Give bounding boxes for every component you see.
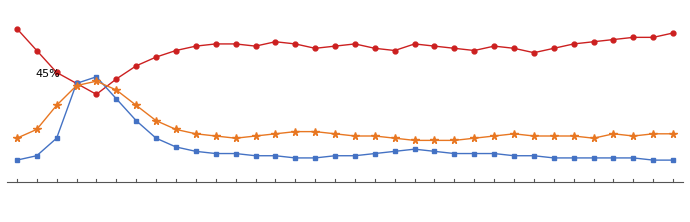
Text: 45%: 45%: [36, 69, 61, 79]
